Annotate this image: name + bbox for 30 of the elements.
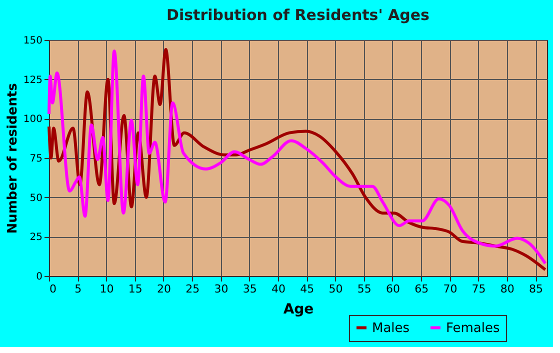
x-tick-label: 75 <box>472 282 486 296</box>
y-tick-label: 0 <box>36 272 42 282</box>
x-tick-label: 0 <box>50 282 56 296</box>
x-tick-label: 70 <box>443 282 458 296</box>
x-tick-label: 15 <box>128 282 142 296</box>
x-tick-label: 30 <box>214 282 228 296</box>
y-tick-label: 150 <box>23 36 42 46</box>
y-tick-label: 25 <box>30 232 42 244</box>
y-axis-title: Number of residents <box>5 82 20 234</box>
y-tick-label: 100 <box>23 114 42 126</box>
x-tick-label: 25 <box>186 282 200 296</box>
chart-title: Distribution of Residents' Ages <box>166 6 430 24</box>
x-tick-label: 20 <box>156 282 171 296</box>
x-tick-label: 45 <box>300 282 314 296</box>
x-axis-title: Age <box>283 302 314 318</box>
x-tick-label: 85 <box>529 282 544 296</box>
x-tick-label: 80 <box>500 282 514 296</box>
x-tick-label: 65 <box>414 282 429 296</box>
x-tick-label: 55 <box>357 282 372 296</box>
x-tick-label: 5 <box>74 282 82 296</box>
y-tick-label: 50 <box>30 192 42 204</box>
x-tick-label: 10 <box>100 282 114 296</box>
legend-label: Males <box>372 320 410 336</box>
y-tick-label: 125 <box>23 74 42 86</box>
x-tick-label: 35 <box>242 282 257 296</box>
x-tick-label: 40 <box>271 282 286 296</box>
x-tick-label: 60 <box>386 282 400 296</box>
legend-label: Females <box>446 320 500 336</box>
x-tick-label: 50 <box>328 282 343 296</box>
y-tick-label: 75 <box>30 154 42 164</box>
